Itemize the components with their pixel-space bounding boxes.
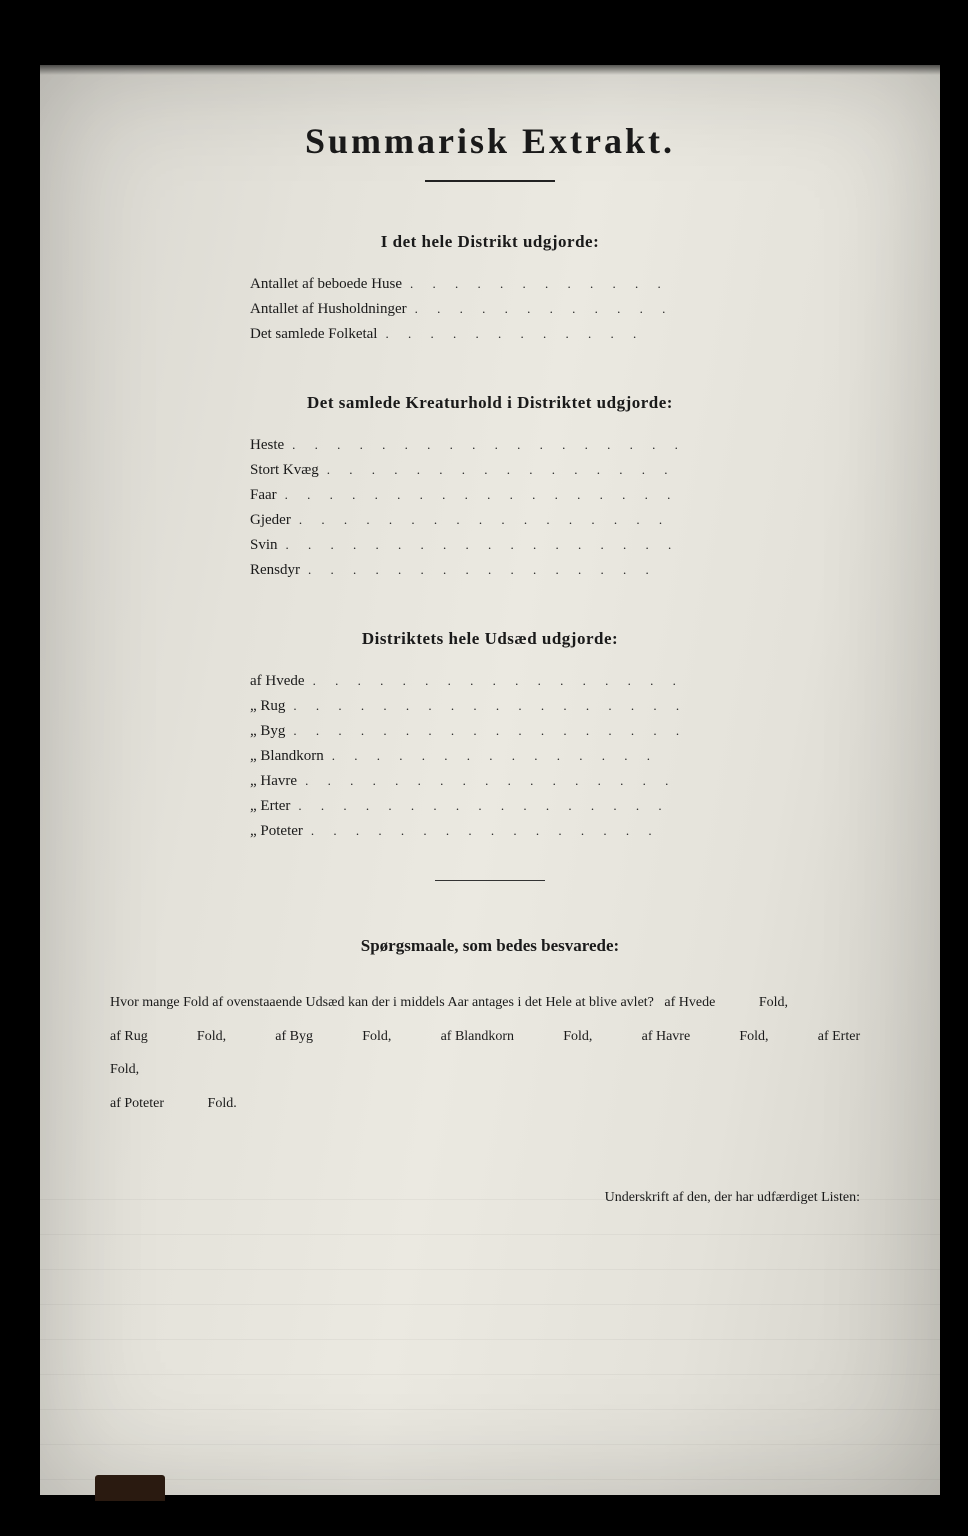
yield-segment: af Hvede [664,986,715,1020]
section-heading: I det hele Distrikt udgjorde: [40,232,940,252]
section-district-totals: I det hele Distrikt udgjorde: Antallet a… [40,232,940,343]
yield-segment: Fold, [563,1020,592,1054]
list: Antallet af beboede Huse . . . . . . . .… [250,276,730,343]
leader-dots: . . . . . . . . . . . . . . . . . [298,798,730,814]
yield-segment: af Poteter [110,1087,164,1121]
yield-segment: Fold. [208,1087,237,1121]
document-page: Summarisk Extrakt. I det hele Distrikt u… [40,65,940,1495]
section-heading: Distriktets hele Udsæd udgjorde: [40,629,940,649]
item-label: Det samlede Folketal [250,326,385,343]
leader-dots: . . . . . . . . . . . . . . . . . [305,773,730,789]
section-heading: Det samlede Kreaturhold i Distriktet udg… [40,393,940,413]
list-item: „ Blandkorn . . . . . . . . . . . . . . … [250,748,730,765]
item-label: „ Byg [250,723,293,740]
item-label: „ Rug [250,698,293,715]
list-item: Det samlede Folketal . . . . . . . . . .… [250,326,730,343]
list-item: Faar . . . . . . . . . . . . . . . . . . [250,487,730,504]
yield-segment: af Blandkorn [441,1020,514,1054]
item-label: Faar [250,487,285,504]
binder-tab [95,1475,165,1501]
list-item: Svin . . . . . . . . . . . . . . . . . . [250,537,730,554]
list-item: Stort Kvæg . . . . . . . . . . . . . . .… [250,462,730,479]
section-seed: Distriktets hele Udsæd udgjorde: af Hved… [40,629,940,881]
leader-dots: . . . . . . . . . . . . . . . . . . [293,698,730,714]
list-item: „ Byg . . . . . . . . . . . . . . . . . … [250,723,730,740]
leader-dots: . . . . . . . . . . . . [385,326,730,342]
yield-segment: Fold, [739,1020,768,1054]
list-item: Heste . . . . . . . . . . . . . . . . . … [250,437,730,454]
list: af Hvede . . . . . . . . . . . . . . . .… [250,673,730,840]
yield-segment: af Havre [642,1020,691,1054]
yield-segment: af Rug [110,1020,148,1054]
item-label: „ Poteter [250,823,311,840]
paper-ruling [40,1165,940,1495]
item-label: Gjeder [250,512,299,529]
question-body: Hvor mange Fold af ovenstaaende Udsæd ka… [40,986,940,1120]
page-title: Summarisk Extrakt. [40,120,940,162]
leader-dots: . . . . . . . . . . . . . . . . . . [293,723,730,739]
list-item: Antallet af beboede Huse . . . . . . . .… [250,276,730,293]
section-divider [435,880,545,881]
yield-segment: af Erter [818,1020,860,1054]
question-intro: Hvor mange Fold af ovenstaaende Udsæd ka… [110,995,654,1010]
yield-segment: Fold, [197,1020,226,1054]
list-item: af Hvede . . . . . . . . . . . . . . . .… [250,673,730,690]
item-label: Rensdyr [250,562,308,579]
item-label: „ Blandkorn [250,748,332,765]
leader-dots: . . . . . . . . . . . . . . . . . [299,512,730,528]
yield-segment: Fold, [362,1020,391,1054]
title-divider [425,180,555,182]
list-item: „ Havre . . . . . . . . . . . . . . . . … [250,773,730,790]
item-label: Heste [250,437,292,454]
yield-segment: af Byg [275,1020,313,1054]
list-item: Rensdyr . . . . . . . . . . . . . . . . [250,562,730,579]
list: Heste . . . . . . . . . . . . . . . . . … [250,437,730,579]
list-item: „ Erter . . . . . . . . . . . . . . . . … [250,798,730,815]
yield-segment: Fold, [759,986,788,1020]
list-item: „ Rug . . . . . . . . . . . . . . . . . … [250,698,730,715]
item-label: Antallet af beboede Huse [250,276,410,293]
leader-dots: . . . . . . . . . . . . [410,276,730,292]
yield-segment: Fold, [110,1053,139,1087]
list-item: „ Poteter . . . . . . . . . . . . . . . … [250,823,730,840]
leader-dots: . . . . . . . . . . . . . . . . [308,562,730,578]
leader-dots: . . . . . . . . . . . . [415,301,730,317]
section-heading: Spørgsmaale, som bedes besvarede: [40,936,940,956]
leader-dots: . . . . . . . . . . . . . . . . [311,823,730,839]
section-questions: Spørgsmaale, som bedes besvarede: Hvor m… [40,936,940,1120]
item-label: Svin [250,537,286,554]
item-label: Antallet af Husholdninger [250,301,415,318]
item-label: Stort Kvæg [250,462,327,479]
leader-dots: . . . . . . . . . . . . . . . . [327,462,730,478]
section-livestock: Det samlede Kreaturhold i Distriktet udg… [40,393,940,579]
list-item: Antallet af Husholdninger . . . . . . . … [250,301,730,318]
leader-dots: . . . . . . . . . . . . . . . . . . [292,437,730,453]
item-label: „ Erter [250,798,298,815]
item-label: af Hvede [250,673,313,690]
item-label: „ Havre [250,773,305,790]
signature-line: Underskrift af den, der har udfærdiget L… [40,1190,940,1206]
leader-dots: . . . . . . . . . . . . . . . [332,748,730,764]
list-item: Gjeder . . . . . . . . . . . . . . . . . [250,512,730,529]
leader-dots: . . . . . . . . . . . . . . . . . [313,673,730,689]
page-top-shadow [40,65,940,75]
leader-dots: . . . . . . . . . . . . . . . . . . [285,487,730,503]
leader-dots: . . . . . . . . . . . . . . . . . . [286,537,730,553]
